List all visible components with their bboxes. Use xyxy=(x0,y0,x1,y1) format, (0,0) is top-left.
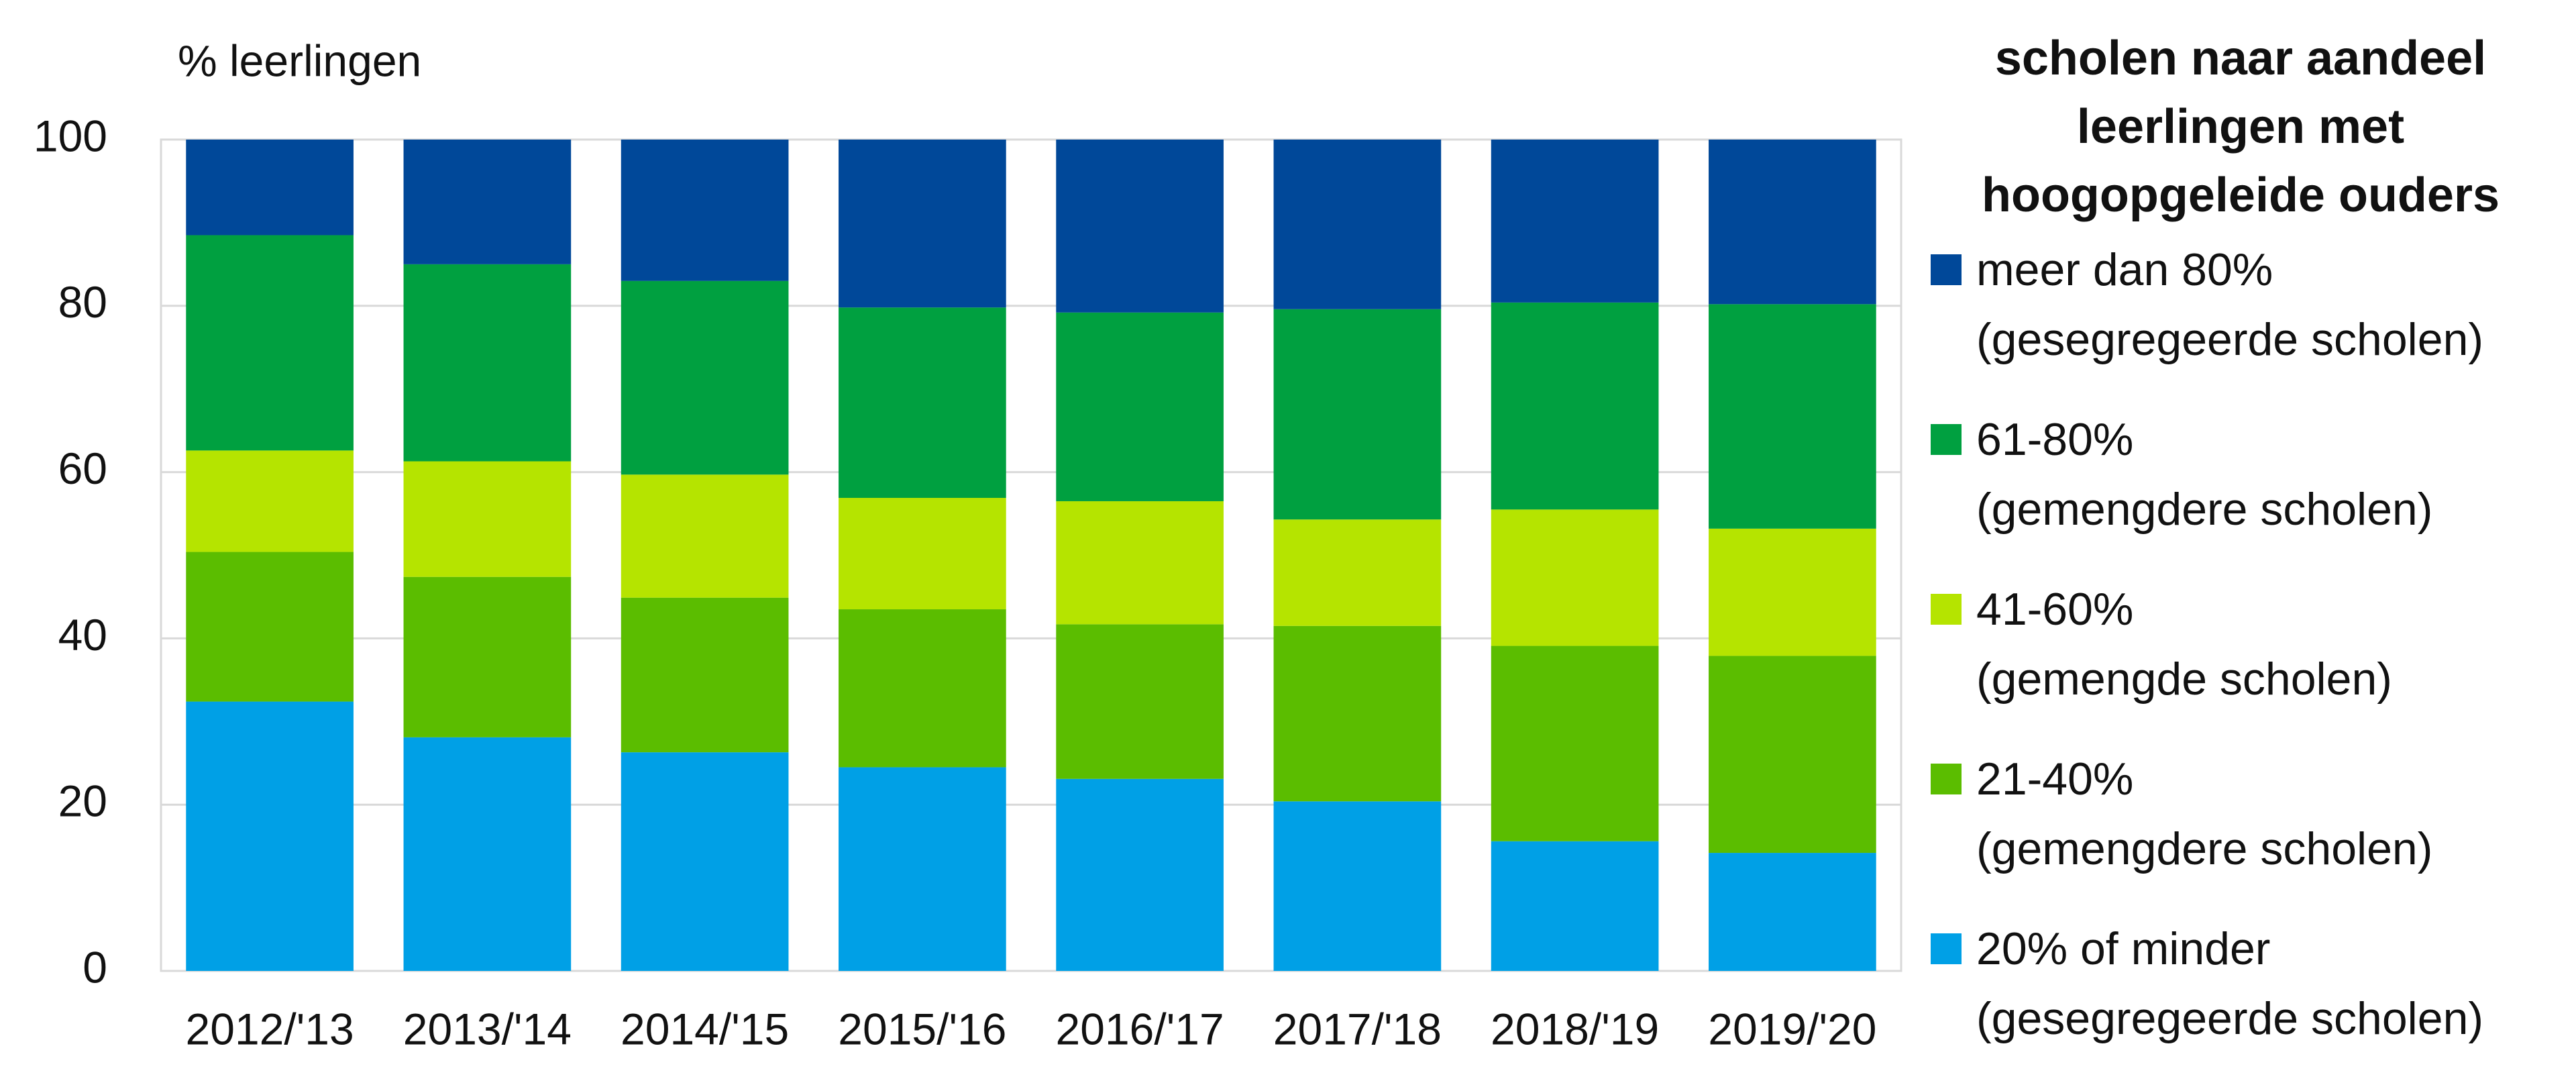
bar-segment xyxy=(621,752,789,971)
y-tick-label: 100 xyxy=(34,111,107,160)
bar-segment xyxy=(1709,140,1876,305)
x-tick-label: 2014/'15 xyxy=(621,1004,789,1053)
bar-segment xyxy=(839,498,1006,610)
bar-segment xyxy=(1491,645,1659,841)
legend-swatch xyxy=(1931,594,1962,625)
bar-segment xyxy=(1491,509,1659,646)
bar-segment xyxy=(186,235,354,451)
bar-segment xyxy=(1709,853,1876,971)
x-tick-label: 2017/'18 xyxy=(1273,1004,1442,1053)
bar-segment xyxy=(403,264,572,462)
legend-label: 21-40% (gemengdere scholen) xyxy=(1976,754,2433,874)
bar-segment xyxy=(1273,309,1442,520)
legend-swatch xyxy=(1931,254,1962,285)
bar-segment xyxy=(839,767,1006,971)
bar-segment xyxy=(621,474,789,598)
bar-segment xyxy=(1273,801,1442,971)
x-tick-label: 2016/'17 xyxy=(1056,1004,1224,1053)
bar-segment xyxy=(621,597,789,753)
bar-segment xyxy=(839,140,1006,308)
bar-segment xyxy=(186,450,354,552)
legend-swatch xyxy=(1931,764,1962,794)
legend-swatch xyxy=(1931,424,1962,455)
bar-segment xyxy=(621,140,789,281)
legend-swatch xyxy=(1931,933,1962,964)
bar-segment xyxy=(1273,625,1442,802)
legend-label: 61-80% (gemengdere scholen) xyxy=(1976,414,2433,535)
bar-segment xyxy=(186,140,354,236)
legend-label: meer dan 80% (gesegregeerde scholen) xyxy=(1976,244,2484,365)
legend-label: 41-60% (gemengde scholen) xyxy=(1976,584,2392,705)
bar-segment xyxy=(186,552,354,702)
bar-segment xyxy=(621,280,789,475)
bar-segment xyxy=(403,461,572,577)
y-tick-label: 80 xyxy=(58,277,107,327)
bar-segment xyxy=(1273,519,1442,626)
legend-title: scholen naar aandeel leerlingen met hoog… xyxy=(1981,32,2500,222)
bar-segment xyxy=(403,140,572,264)
bar-segment xyxy=(1056,778,1224,971)
x-tick-label: 2013/'14 xyxy=(403,1004,572,1053)
bar-segment xyxy=(1491,841,1659,971)
x-tick-label: 2019/'20 xyxy=(1708,1004,1876,1053)
bar-segment xyxy=(403,576,572,737)
bar-segment xyxy=(403,737,572,971)
bar-segment xyxy=(186,701,354,971)
bar-segment xyxy=(1273,140,1442,309)
y-axis-label: % leerlingen xyxy=(178,36,421,85)
x-tick-label: 2012/'13 xyxy=(186,1004,354,1053)
bar-segment xyxy=(1491,302,1659,510)
y-tick-label: 40 xyxy=(58,610,107,660)
bar-segment xyxy=(839,609,1006,768)
bar-segment xyxy=(1709,304,1876,529)
x-tick-label: 2015/'16 xyxy=(838,1004,1006,1053)
y-tick-label: 60 xyxy=(58,444,107,493)
x-tick-label: 2018/'19 xyxy=(1491,1004,1659,1053)
bar-segment xyxy=(1056,140,1224,313)
y-tick-label: 0 xyxy=(83,942,107,992)
bar-segment xyxy=(1709,528,1876,656)
bar-segment xyxy=(1709,656,1876,854)
plot-border xyxy=(160,138,1902,972)
bar-segment xyxy=(1056,312,1224,501)
y-tick-label: 20 xyxy=(58,776,107,826)
bar-segment xyxy=(1056,624,1224,779)
bar-segment xyxy=(839,307,1006,499)
bar-segment xyxy=(1491,140,1659,303)
bar-segment xyxy=(1056,501,1224,625)
legend-label: 20% of minder (gesegregeerde scholen) xyxy=(1976,923,2484,1044)
